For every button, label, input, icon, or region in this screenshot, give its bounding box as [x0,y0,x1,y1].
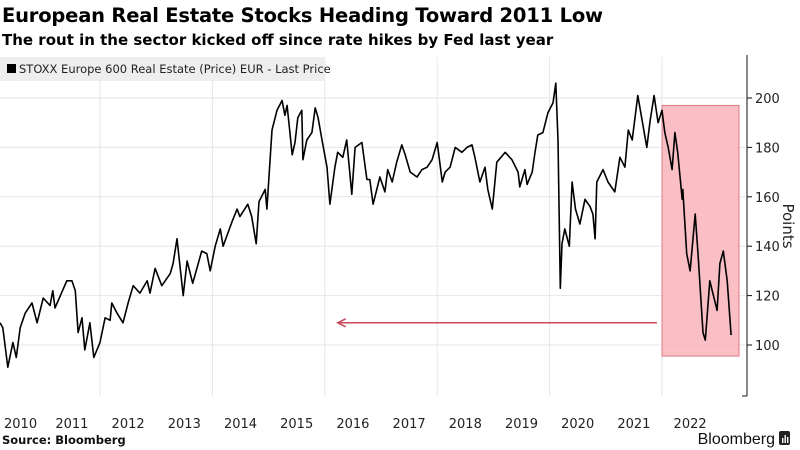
x-tick-label: 2012 [112,417,145,432]
series-layer [0,82,732,368]
y-tick-label: 100 [755,339,780,354]
x-tick-label: 2015 [280,417,313,432]
brand-name: Bloomberg [698,431,775,448]
arrow-head [336,318,347,328]
x-tick-label: 2013 [168,417,201,432]
x-tick-label: 2021 [617,417,650,432]
grid [0,57,745,396]
highlight-box-layer [661,104,740,357]
logo-bar [782,438,784,443]
y-tick-label: 160 [755,191,780,206]
y-tick-label: 180 [755,141,780,156]
logo-bar [784,435,786,443]
x-tick-label: 2010 [4,417,37,432]
legend-label: STOXX Europe 600 Real Estate (Price) EUR… [19,62,331,76]
x-tick-label: 2011 [55,417,88,432]
legend: STOXX Europe 600 Real Estate (Price) EUR… [0,57,331,81]
y-tick-label: 120 [755,290,780,305]
chart-subtitle: The rout in the sector kicked off since … [2,31,554,49]
x-tick-label: 2017 [393,417,426,432]
y-axis-label: Points [779,203,797,248]
x-tick-label: 2016 [336,417,369,432]
x-axis: 2010 2011 2012 2013 2014 2015 2016 2017 2018 2019… [4,417,707,432]
x-tick-label: 2014 [224,417,257,432]
y-tick-label: 140 [755,240,780,255]
arrow-layer [336,318,657,328]
logo-bar [787,437,789,443]
source-note: Source: Bloomberg [2,433,126,447]
highlight-box [661,104,740,357]
x-tick-label: 2019 [505,417,538,432]
bloomberg-logo: Bloomberg [698,431,790,448]
x-tick-label: 2018 [449,417,482,432]
legend-swatch [7,64,16,73]
x-tick-label: 2022 [674,417,707,432]
y-tick-label: 200 [755,92,780,107]
chart-title: European Real Estate Stocks Heading Towa… [2,4,603,27]
series-line [0,82,732,368]
legend-background [0,57,325,81]
x-tick-label: 2020 [561,417,594,432]
y-axis: 100 120 140 160 180 200 [742,55,780,397]
